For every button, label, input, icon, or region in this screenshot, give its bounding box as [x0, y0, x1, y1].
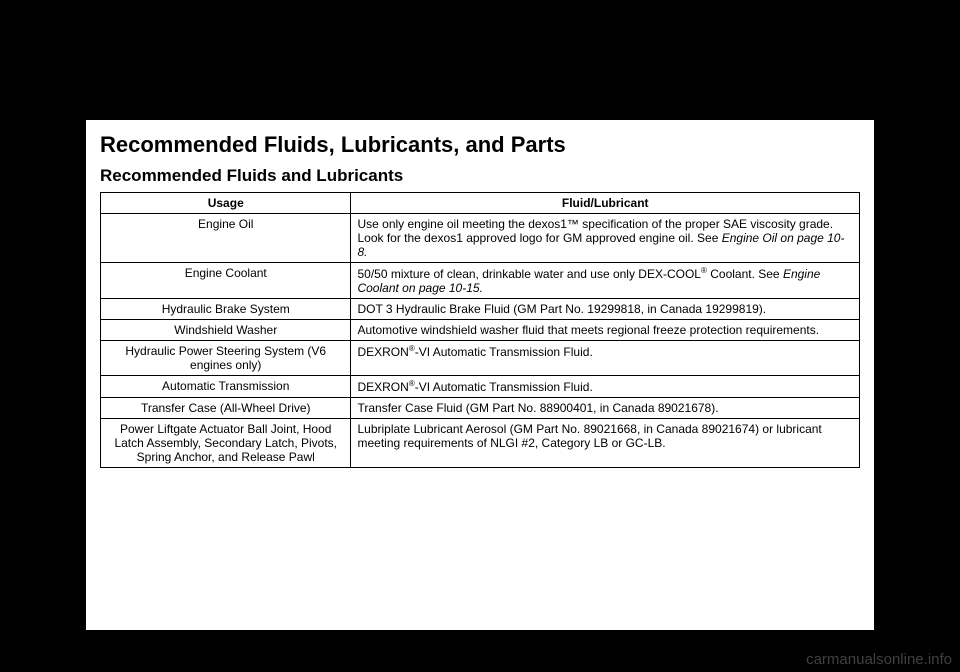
usage-cell: Windshield Washer [101, 320, 351, 341]
usage-cell: Engine Oil [101, 214, 351, 263]
usage-cell: Power Liftgate Actuator Ball Joint, Hood… [101, 419, 351, 468]
fluid-cell: DEXRON®-VI Automatic Transmission Fluid. [351, 341, 860, 376]
fluid-cell: Lubriplate Lubricant Aerosol (GM Part No… [351, 419, 860, 468]
usage-cell: Hydraulic Brake System [101, 299, 351, 320]
page-subtitle: Recommended Fluids and Lubricants [100, 166, 860, 186]
table-header-row: Usage Fluid/Lubricant [101, 193, 860, 214]
fluid-cell: Transfer Case Fluid (GM Part No. 8890040… [351, 398, 860, 419]
fluid-text: Coolant. See [707, 267, 783, 281]
page-title: Recommended Fluids, Lubricants, and Part… [100, 132, 860, 158]
fluid-text: -VI Automatic Transmission Fluid. [415, 380, 593, 394]
usage-cell: Automatic Transmission [101, 376, 351, 398]
table-row: Hydraulic Power Steering System (V6 engi… [101, 341, 860, 376]
manual-page: Recommended Fluids, Lubricants, and Part… [86, 120, 874, 630]
fluid-cell: Automotive windshield washer fluid that … [351, 320, 860, 341]
table-row: Automatic Transmission DEXRON®-VI Automa… [101, 376, 860, 398]
watermark: carmanualsonline.info [806, 651, 952, 668]
fluid-cell: DOT 3 Hydraulic Brake Fluid (GM Part No.… [351, 299, 860, 320]
fluids-table: Usage Fluid/Lubricant Engine Oil Use onl… [100, 192, 860, 468]
fluid-text: 50/50 mixture of clean, drinkable water … [357, 267, 701, 281]
fluid-cell: DEXRON®-VI Automatic Transmission Fluid. [351, 376, 860, 398]
col-fluid: Fluid/Lubricant [351, 193, 860, 214]
usage-cell: Transfer Case (All-Wheel Drive) [101, 398, 351, 419]
fluid-cell: 50/50 mixture of clean, drinkable water … [351, 263, 860, 299]
table-row: Engine Oil Use only engine oil meeting t… [101, 214, 860, 263]
fluid-text: DEXRON [357, 345, 408, 359]
col-usage: Usage [101, 193, 351, 214]
fluid-text: DEXRON [357, 380, 408, 394]
table-row: Engine Coolant 50/50 mixture of clean, d… [101, 263, 860, 299]
table-row: Windshield Washer Automotive windshield … [101, 320, 860, 341]
fluid-text: -VI Automatic Transmission Fluid. [415, 345, 593, 359]
table-row: Transfer Case (All-Wheel Drive) Transfer… [101, 398, 860, 419]
usage-cell: Engine Coolant [101, 263, 351, 299]
fluid-cell: Use only engine oil meeting the dexos1™ … [351, 214, 860, 263]
table-row: Hydraulic Brake System DOT 3 Hydraulic B… [101, 299, 860, 320]
usage-cell: Hydraulic Power Steering System (V6 engi… [101, 341, 351, 376]
table-row: Power Liftgate Actuator Ball Joint, Hood… [101, 419, 860, 468]
